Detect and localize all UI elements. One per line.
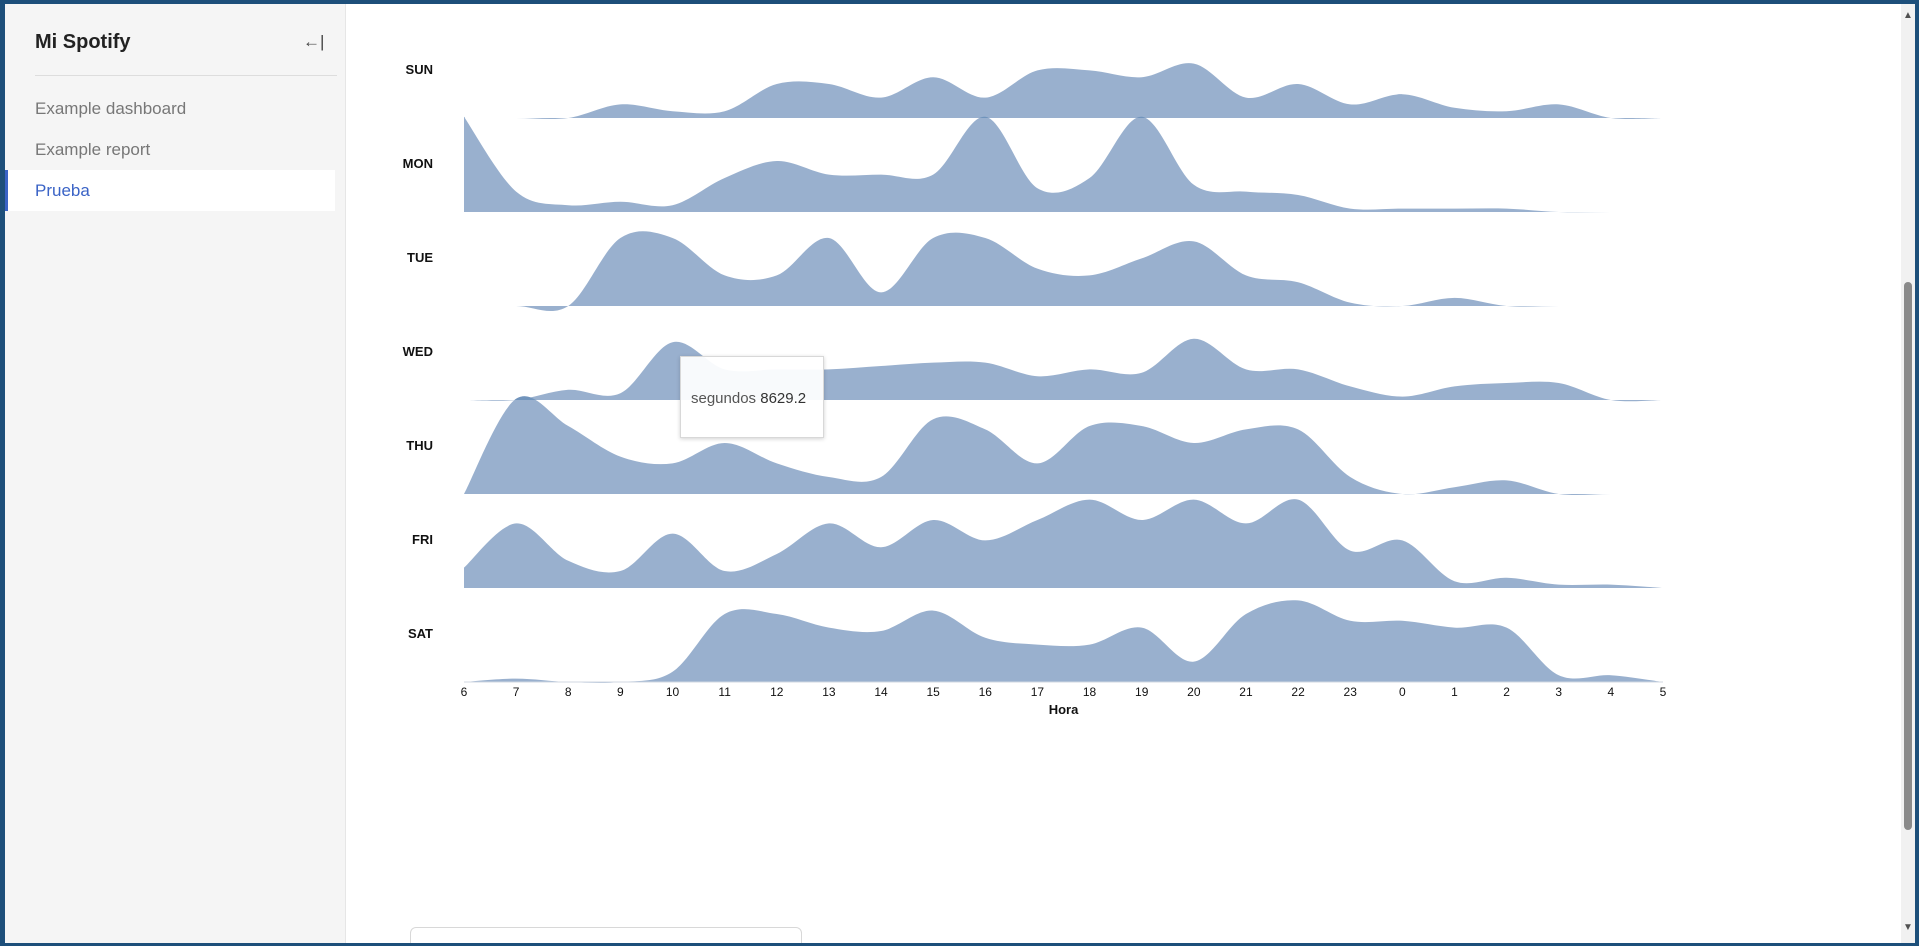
x-tick-label: 3: [1555, 685, 1562, 699]
scrollbar-thumb[interactable]: [1904, 282, 1912, 830]
bottom-card: [410, 927, 802, 943]
browser-window: Mi Spotify ←| Example dashboard Example …: [5, 4, 1915, 943]
x-tick-label: 9: [617, 685, 624, 699]
ridge-area-wed[interactable]: [464, 338, 1663, 402]
ridge-area-mon[interactable]: [464, 116, 1663, 213]
vertical-scrollbar[interactable]: ▲ ▼: [1901, 4, 1915, 943]
main-content: SUN MON TUE WED THU FRI SAT 6 7 8 9 10 11 12 13 14 15 16 1…: [346, 4, 1901, 943]
tooltip-value: 8629.2: [760, 390, 807, 407]
x-tick-label: 5: [1660, 685, 1667, 699]
x-tick-label: 15: [926, 685, 940, 699]
ridge-area-thu[interactable]: [464, 396, 1663, 496]
x-tick-label: 22: [1291, 685, 1305, 699]
ridge-label-sat: SAT: [408, 626, 433, 641]
ridge-area-sun[interactable]: [464, 63, 1663, 120]
sidebar-header: Mi Spotify ←|: [5, 4, 345, 76]
ridge-area-fri[interactable]: [464, 499, 1663, 588]
collapse-sidebar-icon[interactable]: ←|: [303, 32, 325, 51]
x-tick-label: 19: [1135, 685, 1149, 699]
x-tick-label: 6: [461, 685, 468, 699]
sidebar: Mi Spotify ←| Example dashboard Example …: [5, 4, 346, 943]
x-tick-label: 13: [822, 685, 836, 699]
x-tick-label: 0: [1399, 685, 1406, 699]
x-tick-label: 23: [1344, 685, 1358, 699]
sidebar-item-example-report[interactable]: Example report: [35, 140, 151, 159]
sidebar-item-example-dashboard[interactable]: Example dashboard: [35, 99, 187, 118]
sidebar-item-prueba[interactable]: Prueba: [5, 170, 335, 211]
ridge-series-group: [464, 63, 1663, 683]
ridge-area-sat[interactable]: [464, 600, 1663, 683]
x-tick-label: 10: [666, 685, 680, 699]
ridge-label-wed: WED: [403, 344, 433, 359]
ridge-label-thu: THU: [406, 438, 433, 453]
x-tick-label: 17: [1031, 685, 1045, 699]
ridge-overlap-thu: [514, 396, 536, 400]
sidebar-nav: Example dashboard Example report Prueba: [5, 88, 335, 211]
chart-tooltip: segundos 8629.2: [680, 356, 824, 438]
x-tick-label: 11: [718, 685, 731, 699]
ridge-label-fri: FRI: [412, 532, 433, 547]
x-tick-label: 4: [1608, 685, 1615, 699]
x-tick-label: 7: [513, 685, 520, 699]
scroll-down-icon[interactable]: ▼: [1903, 922, 1913, 933]
x-axis-title: Hora: [1049, 702, 1079, 717]
x-tick-label: 14: [874, 685, 888, 699]
ridge-label-mon: MON: [403, 156, 433, 171]
ridge-label-sun: SUN: [406, 62, 433, 77]
ridge-label-tue: TUE: [407, 250, 433, 265]
x-tick-label: 1: [1451, 685, 1458, 699]
x-tick-label: 18: [1083, 685, 1097, 699]
scroll-up-icon[interactable]: ▲: [1903, 10, 1913, 21]
x-tick-label: 16: [979, 685, 993, 699]
app-title: Mi Spotify: [35, 31, 131, 53]
tooltip-label: segundos: [691, 390, 757, 407]
x-tick-label: 20: [1187, 685, 1201, 699]
x-tick-label: 12: [770, 685, 784, 699]
ridge-area-tue[interactable]: [464, 231, 1663, 312]
x-tick-label: 2: [1503, 685, 1510, 699]
x-tick-label: 21: [1239, 685, 1253, 699]
x-tick-label: 8: [565, 685, 572, 699]
sidebar-divider: [35, 75, 337, 76]
